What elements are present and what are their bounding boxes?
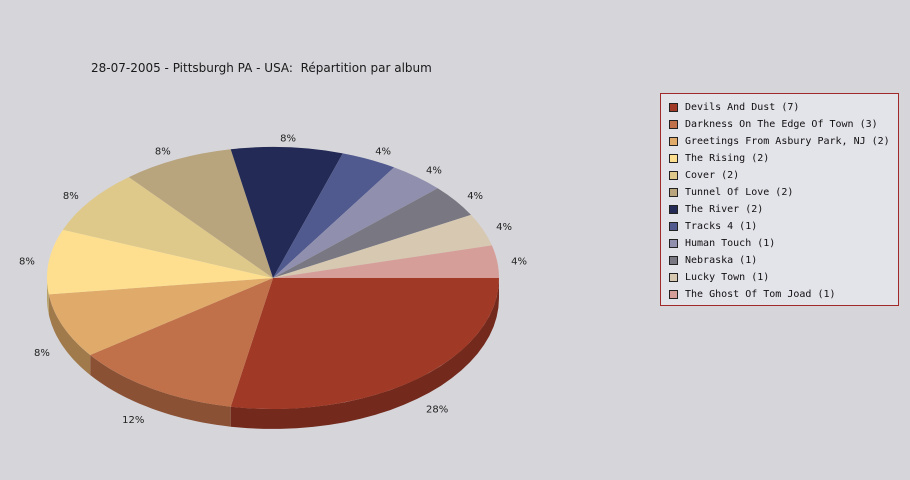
pie-labels: 28% 12% 8% 8% 8% 8% 8% 4% 4% 4% 4% 4% (19, 133, 527, 426)
pie-slice-4[interactable] (62, 177, 274, 278)
legend-swatch-4 (669, 170, 678, 180)
legend-item-9: Nebraska (1) (669, 253, 757, 267)
legend-swatch-7 (669, 221, 678, 231)
legend-label-1: Darkness On The Edge Of Town (3) (685, 118, 878, 130)
legend-item-8: Human Touch (1) (669, 236, 775, 250)
pie-side-3 (47, 278, 49, 315)
pie-depth (47, 278, 499, 429)
legend-item-6: The River (2) (669, 202, 763, 216)
pie-pct-label-11: 4% (511, 256, 527, 267)
pie-slice-8[interactable] (273, 167, 438, 278)
legend-item-11: The Ghost Of Tom Joad (1) (669, 287, 836, 301)
legend-item-7: Tracks 4 (1) (669, 219, 757, 233)
pie-slice-2[interactable] (48, 278, 273, 355)
legend-label-0: Devils And Dust (7) (685, 101, 800, 113)
legend-item-10: Lucky Town (1) (669, 270, 769, 284)
legend-label-9: Nebraska (1) (685, 254, 758, 266)
pie-pct-label-10: 4% (496, 222, 512, 233)
legend-label-10: Lucky Town (1) (685, 271, 770, 283)
legend-swatch-0 (669, 102, 678, 112)
legend-label-7: Tracks 4 (1) (685, 220, 758, 232)
legend: Devils And Dust (7) Darkness On The Edge … (660, 93, 899, 306)
pie-pct-label-2: 8% (34, 348, 50, 359)
pie-slice-6[interactable] (230, 146, 343, 278)
pie-side-1 (90, 355, 231, 427)
pie-slice-0[interactable] (230, 278, 499, 410)
legend-swatch-8 (669, 238, 678, 248)
legend-swatch-3 (669, 153, 678, 163)
pie-slice-5[interactable] (128, 149, 273, 278)
pie-slice-9[interactable] (273, 188, 471, 278)
legend-item-1: Darkness On The Edge Of Town (3) (669, 117, 878, 131)
legend-swatch-1 (669, 119, 678, 129)
legend-label-6: The River (2) (685, 203, 764, 215)
pie-side-0 (230, 278, 499, 429)
legend-swatch-5 (669, 187, 678, 197)
legend-label-5: Tunnel Of Love (2) (685, 186, 794, 198)
pie-pct-label-1: 12% (122, 415, 144, 426)
pie-slice-7[interactable] (273, 153, 395, 278)
legend-item-4: Cover (2) (669, 168, 739, 182)
pie-side-2 (48, 294, 91, 375)
legend-item-5: Tunnel Of Love (2) (669, 185, 793, 199)
pie-pct-label-7: 4% (375, 146, 391, 157)
legend-swatch-10 (669, 272, 678, 282)
legend-label-2: Greetings From Asbury Park, NJ (2) (685, 135, 890, 147)
legend-swatch-2 (669, 136, 678, 146)
pie-pct-label-6: 8% (280, 133, 296, 144)
legend-label-4: Cover (2) (685, 169, 740, 181)
pie-top (47, 146, 499, 410)
legend-swatch-11 (669, 289, 678, 299)
pie-slice-1[interactable] (90, 278, 273, 407)
pie-pct-label-4: 8% (63, 191, 79, 202)
pie-pct-label-5: 8% (155, 146, 171, 157)
legend-item-3: The Rising (2) (669, 151, 769, 165)
legend-swatch-9 (669, 255, 678, 265)
chart-title: 28-07-2005 - Pittsburgh PA - USA: Répart… (91, 61, 432, 75)
pie-pct-label-9: 4% (467, 191, 483, 202)
legend-item-0: Devils And Dust (7) (669, 100, 799, 114)
legend-label-11: The Ghost Of Tom Joad (1) (685, 288, 836, 300)
pie-pct-label-3: 8% (19, 256, 35, 267)
pie-pct-label-0: 28% (426, 405, 448, 416)
legend-item-2: Greetings From Asbury Park, NJ (2) (669, 134, 890, 148)
legend-label-8: Human Touch (1) (685, 237, 776, 249)
legend-label-3: The Rising (2) (685, 152, 770, 164)
legend-swatch-6 (669, 204, 678, 214)
pie-slice-3[interactable] (47, 229, 274, 295)
pie-slice-10[interactable] (273, 214, 492, 278)
pie-pct-label-8: 4% (426, 165, 442, 176)
pie-slice-11[interactable] (273, 245, 499, 278)
